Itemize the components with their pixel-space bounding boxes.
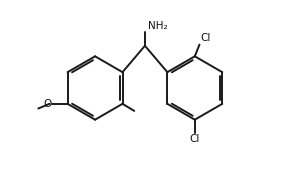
Text: Cl: Cl — [201, 33, 211, 43]
Text: Cl: Cl — [190, 134, 200, 144]
Text: NH₂: NH₂ — [148, 21, 168, 31]
Text: O: O — [43, 99, 51, 109]
